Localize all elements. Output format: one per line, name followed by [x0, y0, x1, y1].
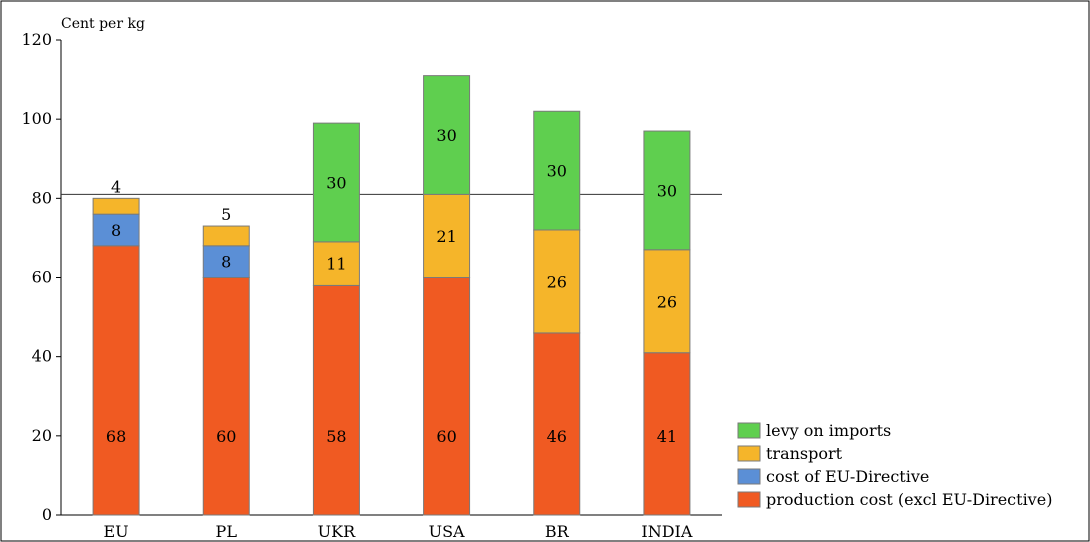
data-label: 4 [111, 177, 121, 196]
y-axis-label: Cent per kg [61, 16, 145, 32]
bar-segment [643, 249, 691, 354]
legend-label: levy on imports [766, 421, 891, 440]
data-label: 41 [657, 427, 677, 446]
data-label: 30 [657, 181, 677, 200]
data-label: 8 [221, 253, 231, 272]
data-label: 21 [436, 227, 456, 246]
data-label: 26 [547, 272, 567, 291]
bar-segment [423, 75, 471, 195]
y-tick-label: 20 [32, 426, 52, 445]
data-label: 60 [436, 427, 456, 446]
legend-item: cost of EU-Directive [737, 467, 929, 486]
x-tick-label: INDIA [641, 522, 692, 541]
legend-item: levy on imports [737, 421, 891, 440]
data-label: 11 [326, 255, 346, 274]
data-label: 58 [326, 427, 346, 446]
data-label: 30 [326, 174, 346, 193]
data-label: 30 [436, 126, 456, 145]
legend-item: transport [737, 444, 843, 463]
y-tick-label: 40 [32, 347, 52, 366]
bar-eu: 68 8 4 EU [92, 177, 140, 541]
data-label: 26 [657, 292, 677, 311]
bar-segment [92, 245, 140, 516]
y-tick-label: 60 [32, 268, 52, 287]
x-tick-label: UKR [318, 522, 356, 541]
bar-pl: 60 8 5 PL [202, 205, 250, 541]
x-tick-label: PL [216, 522, 238, 541]
bar-segment [312, 122, 360, 243]
x-tick-label: BR [545, 522, 570, 541]
legend-label: production cost (excl EU-Directive) [766, 490, 1052, 509]
bar-segment [92, 213, 140, 247]
bar-segment [643, 352, 691, 516]
bar-india: 41 26 30 INDIA [641, 130, 693, 541]
y-tick-label: 0 [42, 505, 52, 524]
bar-ukr: 58 11 30 UKR [312, 122, 360, 541]
legend-swatch [737, 445, 761, 462]
x-tick-label: USA [429, 522, 465, 541]
bar-segment [643, 130, 691, 251]
bar-segment [533, 110, 581, 231]
data-label: 8 [111, 221, 121, 240]
bar-segment [202, 245, 250, 278]
bar-usa: 60 21 30 USA [423, 75, 471, 541]
bar-segment [202, 225, 250, 247]
legend-label: cost of EU-Directive [766, 467, 929, 486]
bar-segment [312, 284, 360, 516]
legend-swatch [737, 468, 761, 485]
bar-br: 46 26 30 BR [533, 110, 581, 541]
x-tick-label: EU [103, 522, 128, 541]
legend-item: production cost (excl EU-Directive) [737, 490, 1052, 509]
data-label: 30 [547, 162, 567, 181]
data-label: 60 [216, 427, 236, 446]
y-tick-label: 120 [21, 30, 52, 49]
data-label: 5 [221, 205, 231, 224]
bar-segment [533, 229, 581, 334]
data-label: 46 [547, 427, 567, 446]
y-tick-label: 100 [21, 109, 52, 128]
data-label: 68 [106, 427, 126, 446]
legend-label: transport [766, 444, 843, 463]
y-tick-label: 80 [32, 188, 52, 207]
bar-segment [423, 193, 471, 278]
bar-segment [423, 277, 471, 516]
bar-segment [312, 241, 360, 286]
bar-segment [533, 332, 581, 516]
legend-swatch [737, 491, 761, 508]
bar-segment [92, 197, 140, 215]
legend-swatch [737, 422, 761, 439]
bar-segment [202, 277, 250, 516]
